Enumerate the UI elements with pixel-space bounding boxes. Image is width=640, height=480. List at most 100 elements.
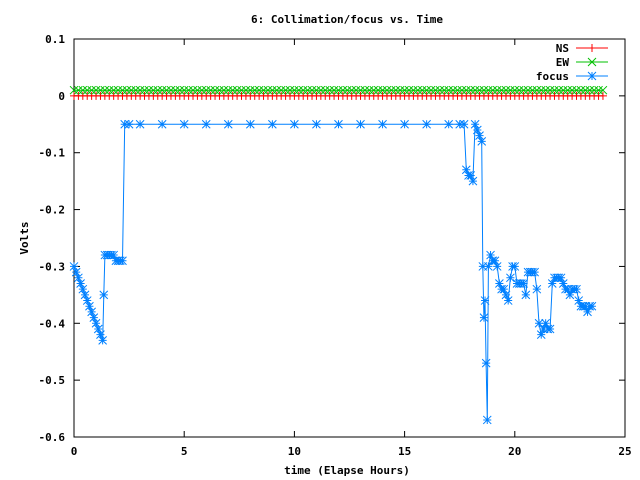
- x-tick-label: 20: [508, 445, 521, 458]
- data-point-ew: [188, 85, 198, 95]
- data-point-focus: [521, 290, 531, 300]
- data-point-ew: [483, 85, 493, 95]
- data-point-ew: [523, 85, 533, 95]
- data-point-ew: [567, 85, 577, 95]
- data-point-focus: [501, 290, 511, 300]
- y-tick-label: -0.6: [39, 431, 66, 444]
- data-point-ew: [479, 85, 489, 95]
- data-point-ew: [215, 85, 224, 95]
- y-tick-label: 0: [58, 90, 65, 103]
- data-point-focus: [468, 176, 478, 186]
- data-point-ew: [171, 85, 180, 95]
- series-line-focus: [73, 123, 592, 420]
- data-point-focus: [539, 324, 548, 334]
- data-point-ew: [387, 85, 396, 95]
- data-point-focus: [503, 296, 513, 305]
- data-point-ew: [514, 85, 524, 95]
- data-point-ew: [334, 85, 343, 95]
- data-point-ew: [453, 85, 462, 95]
- data-point-ew: [96, 85, 105, 95]
- data-point-focus: [400, 119, 409, 129]
- data-point-ew: [351, 85, 361, 95]
- data-point-ew: [307, 85, 317, 95]
- data-point-ew: [259, 85, 268, 95]
- data-point-ew: [413, 85, 423, 95]
- data-point-ew: [232, 85, 242, 95]
- data-point-ew: [391, 85, 401, 95]
- data-point-focus: [96, 330, 105, 340]
- data-point-ew: [360, 85, 370, 95]
- data-point-ew: [404, 85, 414, 95]
- data-point-ew: [338, 85, 348, 95]
- data-point-ew: [245, 85, 255, 95]
- data-point-focus: [547, 279, 557, 288]
- data-point-focus: [124, 119, 134, 129]
- x-tick-label: 15: [398, 445, 411, 458]
- data-point-focus: [85, 301, 94, 311]
- data-point-ew: [475, 85, 484, 95]
- data-point-ew: [466, 85, 476, 95]
- data-point-focus: [461, 165, 471, 175]
- data-point-ew: [554, 85, 564, 95]
- data-point-focus: [481, 358, 491, 368]
- data-point-ew: [268, 85, 277, 95]
- x-tick-label: 10: [288, 445, 301, 458]
- data-point-focus: [482, 415, 492, 425]
- data-point-ew: [382, 85, 392, 95]
- data-point-focus: [532, 284, 542, 294]
- chart-title: 6: Collimation/focus vs. Time: [251, 13, 443, 26]
- data-point-focus: [91, 318, 101, 328]
- data-point-ew: [378, 85, 387, 95]
- data-point-focus: [74, 273, 83, 283]
- data-point-ew: [91, 85, 101, 95]
- plot-frame: [73, 38, 626, 438]
- data-point-focus: [472, 125, 482, 135]
- data-point-ew: [589, 85, 599, 95]
- data-point-ew: [580, 85, 590, 95]
- data-point-focus: [574, 296, 584, 305]
- data-point-focus: [470, 119, 480, 129]
- data-point-ew: [131, 85, 141, 95]
- data-point-ew: [501, 85, 511, 95]
- data-point-ew: [276, 85, 286, 95]
- x-axis-label: time (Elapse Hours): [284, 464, 410, 477]
- data-point-ew: [166, 85, 176, 95]
- data-point-ew: [223, 85, 233, 95]
- data-point-ew: [250, 85, 260, 95]
- data-point-ew: [144, 85, 154, 95]
- data-point-focus: [480, 296, 490, 305]
- data-point-focus: [558, 279, 568, 288]
- data-point-ew: [87, 85, 96, 95]
- data-point-ew: [104, 85, 114, 95]
- data-point-ew: [241, 85, 251, 95]
- data-point-ew: [356, 85, 365, 95]
- data-point-focus: [76, 279, 85, 288]
- data-point-focus: [290, 119, 299, 129]
- data-point-ew: [532, 85, 542, 95]
- data-point-ew: [461, 85, 471, 95]
- data-point-ew: [426, 85, 436, 95]
- data-point-ew: [409, 85, 418, 95]
- data-point-focus: [99, 290, 109, 300]
- y-axis-label: Volts: [18, 221, 31, 254]
- data-point-ew: [400, 85, 409, 95]
- y-tick-label: 0.1: [45, 33, 65, 46]
- data-point-focus: [378, 119, 387, 129]
- data-point-focus: [583, 307, 592, 317]
- data-point-ew: [536, 85, 546, 95]
- data-point-ew: [303, 85, 312, 95]
- data-point-focus: [157, 119, 167, 129]
- data-point-focus: [109, 250, 119, 260]
- y-tick-label: -0.1: [39, 147, 66, 160]
- data-point-ew: [254, 85, 264, 95]
- data-point-ew: [74, 85, 83, 95]
- data-point-ew: [558, 85, 568, 95]
- data-point-ew: [285, 85, 295, 95]
- data-point-ew: [497, 85, 506, 95]
- data-point-focus: [492, 262, 502, 271]
- data-point-ew: [342, 85, 352, 95]
- data-point-ew: [545, 85, 555, 95]
- data-point-focus: [530, 267, 539, 277]
- data-point-ew: [100, 85, 110, 95]
- data-point-focus: [490, 256, 500, 266]
